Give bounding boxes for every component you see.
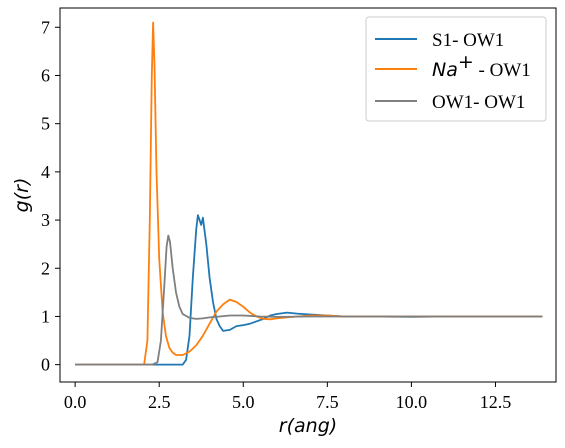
series-line-2 (75, 234, 543, 366)
x-axis-label: r(ang) (279, 415, 337, 437)
y-tick-label: 5 (41, 114, 50, 134)
y-axis-label: g(r) (11, 178, 33, 213)
y-tick-label: 6 (41, 65, 50, 85)
plot-frame (59, 7, 557, 383)
x-axis: 0.0 2.5 5.0 7.5 10.0 12.5 (64, 382, 511, 412)
y-axis: 0 1 2 3 4 5 6 7 (41, 17, 60, 375)
y-tick-label: 1 (41, 306, 50, 326)
series-layer (75, 21, 543, 366)
y-tick-label: 0 (41, 355, 50, 375)
x-tick-label: 7.5 (316, 392, 339, 412)
legend-box (365, 16, 547, 122)
y-tick-label: 7 (41, 17, 50, 37)
legend-label-ow1-ow1: OW1- OW1 (432, 92, 525, 113)
legend: S1- OW1 Na+ - OW1 OW1- OW1 (365, 16, 547, 122)
x-tick-label: 5.0 (232, 392, 255, 412)
legend-label-s1-ow1: S1- OW1 (432, 30, 504, 51)
series-line-0 (75, 214, 543, 366)
y-tick-label: 2 (41, 258, 50, 278)
x-tick-label: 12.5 (480, 392, 512, 412)
x-tick-label: 0.0 (64, 392, 87, 412)
x-tick-label: 10.0 (396, 392, 428, 412)
y-tick-label: 3 (41, 210, 50, 230)
x-tick-label: 2.5 (148, 392, 171, 412)
y-tick-label: 4 (41, 162, 50, 182)
legend-label-na-ow1: Na+ - OW1 (432, 51, 531, 81)
